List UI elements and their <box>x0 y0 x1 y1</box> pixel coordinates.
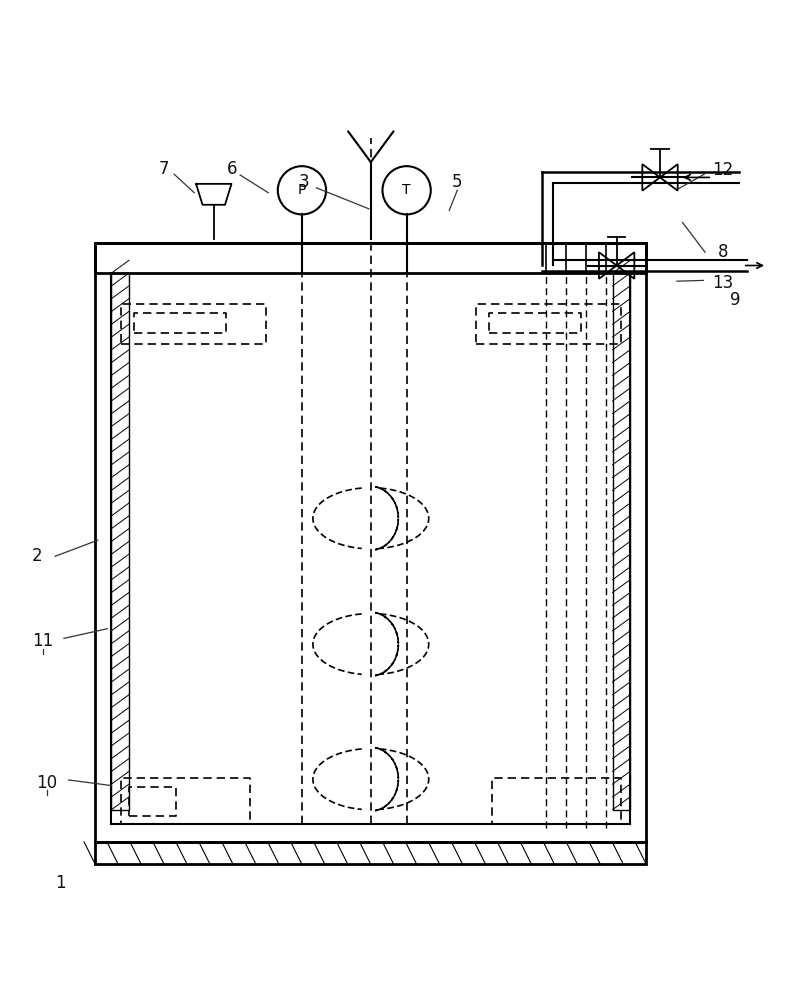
Text: 6: 6 <box>227 160 237 178</box>
Bar <box>96 243 646 273</box>
Text: 10: 10 <box>36 774 58 792</box>
Bar <box>112 273 129 810</box>
Text: T: T <box>403 183 411 197</box>
Bar <box>96 243 646 842</box>
Bar <box>96 842 646 864</box>
Text: 13: 13 <box>712 274 733 292</box>
Text: 2: 2 <box>32 547 42 565</box>
Text: 1: 1 <box>55 874 66 892</box>
Text: 8: 8 <box>718 243 728 261</box>
Text: 11: 11 <box>32 632 53 650</box>
Text: 9: 9 <box>730 291 740 309</box>
Text: 12: 12 <box>712 161 733 179</box>
Text: 7: 7 <box>159 160 169 178</box>
Text: P: P <box>298 183 306 197</box>
Bar <box>612 273 630 810</box>
Text: 3: 3 <box>299 173 309 191</box>
Text: 5: 5 <box>452 173 463 191</box>
